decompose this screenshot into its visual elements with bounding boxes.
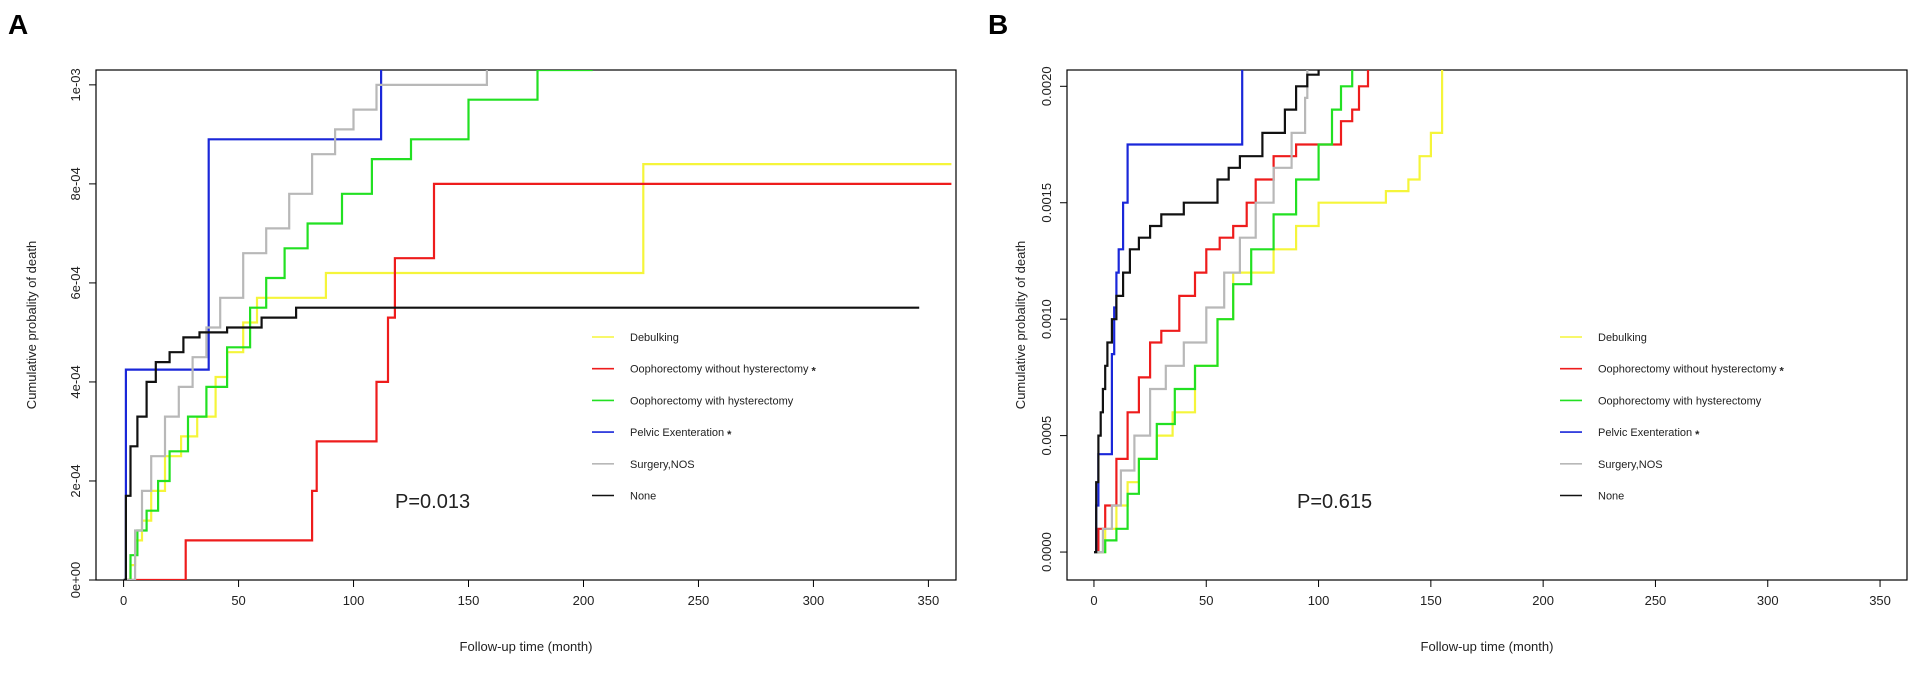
- y-tick-label: 0.0020: [1039, 66, 1054, 106]
- legend-label: Oophorectomy without hysterectomy: [630, 364, 809, 376]
- legend-label: Surgery,NOS: [630, 459, 695, 471]
- x-tick-label: 350: [1869, 593, 1891, 608]
- y-axis-title: Cumulative probality of death: [24, 241, 39, 409]
- series-line-oophorectomy-without-hysterectomy: [123, 182, 952, 580]
- series-group: [1094, 70, 1444, 554]
- legend: Debulking Oophorectomy without hysterecto…: [592, 332, 817, 503]
- panel-letter: A: [8, 9, 28, 40]
- series-group: [123, 70, 952, 580]
- y-tick-label: 0.0005: [1039, 416, 1054, 456]
- series-line-none: [123, 306, 920, 580]
- significance-marker: *: [1695, 429, 1700, 441]
- series-line-oophorectomy-without-hysterectomy: [1094, 70, 1370, 554]
- x-tick-label: 0: [120, 593, 127, 608]
- legend-label: Oophorectomy with hysterectomy: [630, 395, 794, 407]
- y-tick-label: 0.0010: [1039, 299, 1054, 339]
- series-line-none: [1094, 70, 1320, 554]
- y-tick-label: 2e-04: [68, 464, 83, 497]
- legend-label: Surgery,NOS: [1598, 459, 1663, 471]
- x-tick-label: 150: [458, 593, 480, 608]
- x-tick-label: 300: [1757, 593, 1779, 608]
- legend-label: None: [1598, 491, 1624, 503]
- x-tick-label: 100: [343, 593, 365, 608]
- legend-label: Pelvic Exenteration: [1598, 427, 1692, 439]
- y-tick-label: 0e+00: [68, 562, 83, 599]
- x-tick-label: 250: [688, 593, 710, 608]
- series-line-debulking: [1094, 70, 1444, 554]
- y-tick-label: 1e-03: [68, 68, 83, 101]
- y-tick-label: 0.0015: [1039, 183, 1054, 223]
- series-line-surgery-nos: [123, 70, 488, 580]
- legend-label: Debulking: [630, 332, 679, 344]
- series-line-surgery-nos: [1094, 70, 1309, 554]
- y-axis: 0e+00 2e-04 4e-04 6e-04 8e-04 1e-03: [68, 68, 96, 598]
- x-axis: 0 50 100 150 200 250 300 350: [120, 580, 939, 608]
- series-line-pelvic-exenteration: [123, 70, 383, 580]
- x-tick-label: 100: [1308, 593, 1330, 608]
- x-tick-label: 200: [573, 593, 595, 608]
- plot-frame: [1066, 69, 1908, 581]
- y-tick-label: 0.0000: [1039, 532, 1054, 572]
- plot-frame: [95, 69, 957, 581]
- legend-label: Pelvic Exenteration: [630, 427, 724, 439]
- y-axis-title: Cumulative probality of death: [1013, 241, 1028, 409]
- legend-label: None: [630, 491, 656, 503]
- series-line-debulking: [123, 163, 952, 580]
- y-tick-label: 4e-04: [68, 365, 83, 398]
- p-value: P=0.013: [395, 491, 470, 513]
- significance-marker: *: [1780, 366, 1785, 378]
- x-tick-label: 250: [1645, 593, 1667, 608]
- x-axis: 0 50 100 150 200 250 300 350: [1090, 580, 1891, 608]
- x-tick-label: 150: [1420, 593, 1442, 608]
- x-tick-label: 300: [803, 593, 825, 608]
- significance-marker: *: [812, 366, 817, 378]
- p-value: P=0.615: [1297, 491, 1372, 513]
- y-tick-label: 6e-04: [68, 266, 83, 299]
- series-line-oophorectomy-with-hysterectomy: [123, 70, 593, 580]
- series-line-oophorectomy-with-hysterectomy: [1094, 70, 1354, 554]
- legend-label: Debulking: [1598, 332, 1647, 344]
- significance-marker: *: [727, 429, 732, 441]
- y-axis: 0.0000 0.0005 0.0010 0.0015 0.0020: [1039, 66, 1067, 572]
- legend: Debulking Oophorectomy without hysterecto…: [1560, 332, 1785, 503]
- panel-a: A 0 50 100 150 200 250 300 350 0e+00 2e-04 4e-04 6…: [8, 9, 957, 654]
- x-tick-label: 350: [918, 593, 940, 608]
- legend-label: Oophorectomy without hysterectomy: [1598, 364, 1777, 376]
- legend-label: Oophorectomy with hysterectomy: [1598, 395, 1762, 407]
- x-tick-label: 50: [1199, 593, 1213, 608]
- y-tick-label: 8e-04: [68, 167, 83, 200]
- x-axis-title: Follow-up time (month): [460, 639, 593, 654]
- panel-letter: B: [988, 9, 1008, 40]
- x-tick-label: 50: [231, 593, 245, 608]
- x-tick-label: 0: [1090, 593, 1097, 608]
- x-tick-label: 200: [1532, 593, 1554, 608]
- x-axis-title: Follow-up time (month): [1421, 639, 1554, 654]
- panel-b: B 0 50 100 150 200 250 300 350 0.00000.00050.00…: [988, 9, 1908, 654]
